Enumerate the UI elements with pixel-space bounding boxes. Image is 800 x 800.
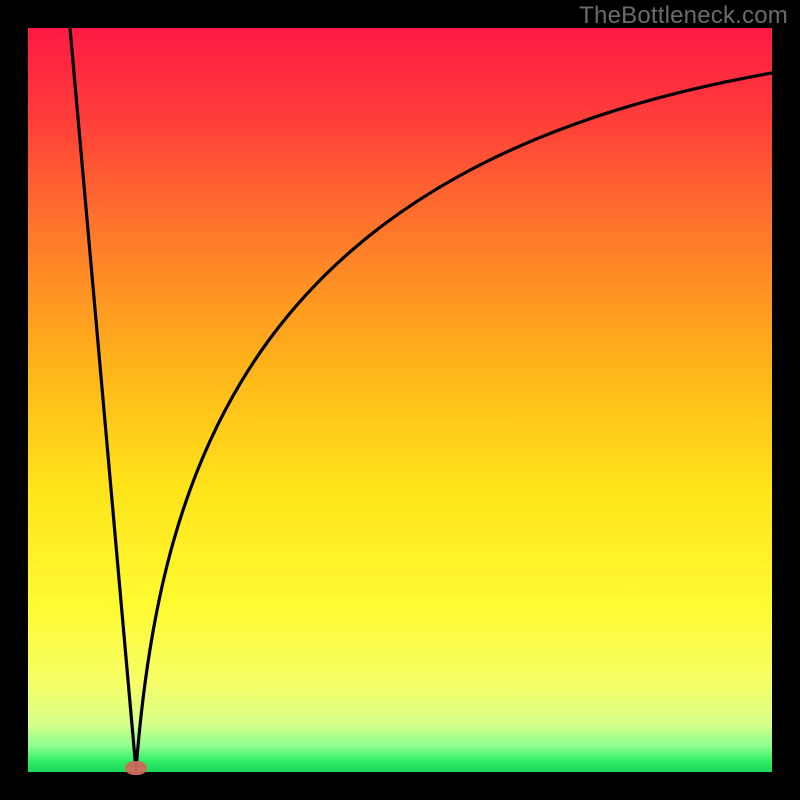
gradient-background (28, 28, 772, 772)
plot-area (28, 28, 772, 772)
watermark-text: TheBottleneck.com (579, 2, 788, 30)
valley-marker (125, 761, 147, 775)
chart-container: TheBottleneck.com (0, 0, 800, 800)
